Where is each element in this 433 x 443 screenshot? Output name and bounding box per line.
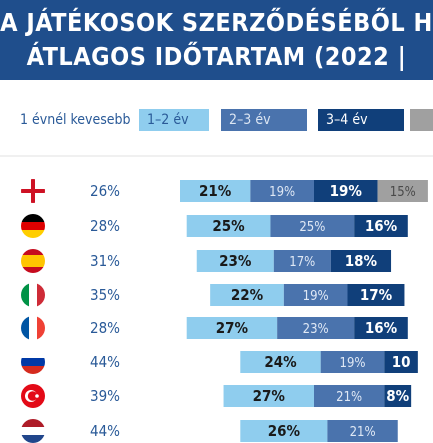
bar-value-label: 19% bbox=[303, 289, 329, 304]
bar-segment bbox=[186, 215, 271, 237]
bar-value-label: 16% bbox=[365, 217, 398, 235]
bar-segment bbox=[354, 317, 408, 339]
bar-segment bbox=[384, 385, 412, 407]
legend-entry: 3–4 év bbox=[318, 109, 404, 131]
bar-value-label: 19% bbox=[330, 182, 363, 200]
bar-value-label: 19% bbox=[269, 185, 295, 200]
italy-flag-icon bbox=[21, 283, 45, 307]
under-1-year-label: 28% bbox=[90, 319, 120, 337]
under-1-year-label: 44% bbox=[90, 353, 120, 371]
legend-entry: 1–2 év bbox=[139, 109, 209, 131]
bar-value-label: 27% bbox=[253, 387, 286, 405]
bar-value-label: 19% bbox=[340, 356, 366, 371]
bar-value-label: 24% bbox=[264, 353, 297, 371]
bar-segment bbox=[347, 284, 405, 306]
bar-value-label: 25% bbox=[299, 220, 325, 235]
bar-value-label: 21% bbox=[199, 182, 232, 200]
bar-segment bbox=[283, 284, 348, 306]
bar-segment bbox=[354, 215, 408, 237]
bar-segment bbox=[314, 180, 378, 202]
england-flag-icon bbox=[21, 179, 45, 203]
bar-segment bbox=[320, 351, 385, 373]
chart-title-line-2: ÁTLAGOS IDŐTARTAM (2022 | bbox=[26, 42, 407, 71]
under-1-year-label: 35% bbox=[90, 286, 120, 304]
bar-segment bbox=[273, 250, 331, 272]
bar-segment bbox=[186, 317, 278, 339]
bar-value-label: 17% bbox=[360, 286, 393, 304]
chart-title-line-1: A JÁTÉKOSOK SZERZŐDÉSÉBŐL H bbox=[0, 8, 433, 37]
bar-value-label: 23% bbox=[219, 252, 252, 270]
legend-entry bbox=[410, 109, 433, 131]
bar-value-label: 17% bbox=[289, 255, 315, 270]
title-banner: A JÁTÉKOSOK SZERZŐDÉSÉBŐL H ÁTLAGOS IDŐT… bbox=[0, 0, 433, 80]
legend-entry: 2–3 év bbox=[221, 109, 307, 131]
bar-value-label: 15% bbox=[390, 185, 416, 200]
bar-segment bbox=[210, 284, 284, 306]
bar-segment bbox=[377, 180, 428, 202]
under-1-year-label: 39% bbox=[90, 387, 120, 405]
bar-segment bbox=[330, 250, 392, 272]
bar-segment bbox=[277, 317, 355, 339]
netherlands-flag-icon bbox=[21, 419, 45, 443]
bar-segment bbox=[180, 180, 251, 202]
russia-flag-icon bbox=[21, 350, 45, 374]
bar-segment bbox=[270, 215, 355, 237]
bar-segment bbox=[223, 385, 314, 407]
turkey-flag-icon bbox=[21, 384, 45, 408]
bar-value-label: 10 bbox=[392, 353, 411, 371]
bar-value-label: 23% bbox=[303, 322, 329, 337]
bar-segment bbox=[250, 180, 314, 202]
bar-value-label: 8% bbox=[386, 387, 409, 405]
under-1-year-label: 31% bbox=[90, 252, 120, 270]
bar-segment bbox=[240, 420, 328, 442]
bar-value-label: 27% bbox=[216, 319, 249, 337]
bar-value-label: 16% bbox=[365, 319, 398, 337]
spain-flag-icon bbox=[21, 249, 45, 273]
under-1-year-label: 44% bbox=[90, 422, 120, 440]
bar-value-label: 22% bbox=[231, 286, 264, 304]
france-flag-icon bbox=[21, 316, 45, 340]
under-1-year-label: 26% bbox=[90, 182, 120, 200]
germany-flag-icon bbox=[21, 214, 45, 238]
bar-segment bbox=[327, 420, 398, 442]
bar-value-label: 21% bbox=[350, 425, 376, 440]
bar-segment bbox=[196, 250, 274, 272]
bar-segment bbox=[384, 351, 418, 373]
under-1-year-label: 28% bbox=[90, 217, 120, 235]
bar-value-label: 26% bbox=[268, 422, 301, 440]
legend-entry: 1 évnél kevesebb bbox=[20, 112, 131, 128]
bar-segment bbox=[314, 385, 385, 407]
bar-value-label: 21% bbox=[336, 390, 362, 405]
bar-segment bbox=[240, 351, 321, 373]
bar-value-label: 25% bbox=[212, 217, 245, 235]
bar-value-label: 18% bbox=[345, 252, 378, 270]
